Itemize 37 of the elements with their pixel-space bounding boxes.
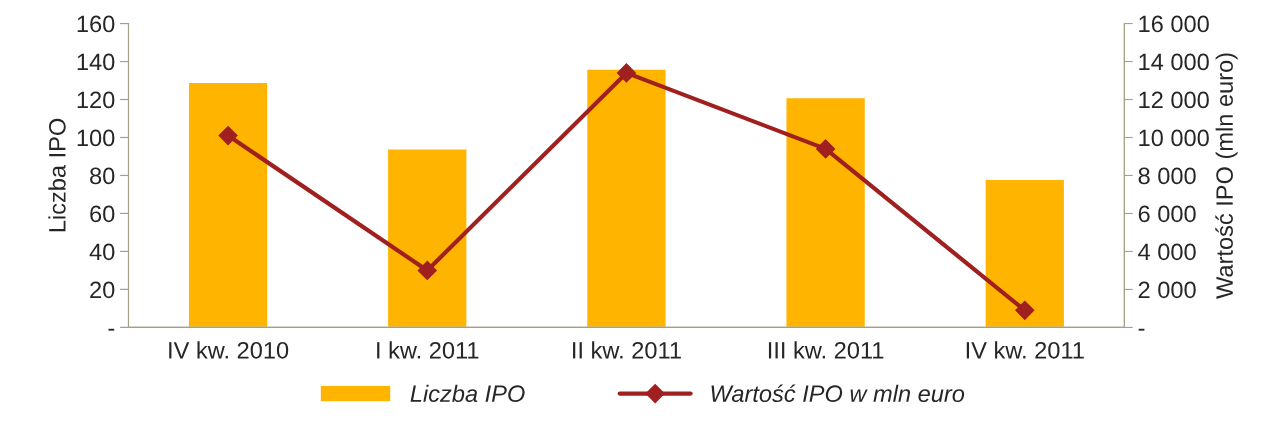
x-tick-label: II kw. 2011 [573, 341, 681, 359]
y-tick-label: 160 [77, 15, 115, 33]
y-tick-label: 100 [77, 129, 115, 147]
point [1015, 300, 1035, 320]
y-tick-label: 120 [77, 91, 115, 109]
x-tick-label: I kw. 2011 [377, 341, 479, 359]
y2-tick-label: 12 000 [1139, 91, 1209, 109]
y2-tick-label: 2 000 [1138, 281, 1196, 299]
y2-tick-label: 6 000 [1138, 205, 1196, 223]
y2-tick-label: 14 000 [1139, 53, 1209, 71]
point [816, 139, 836, 159]
bar [386, 148, 468, 328]
y2-axis-title: Wartość IPO (mln euro) [1215, 53, 1238, 299]
y-axis-title: Liczba IPO [48, 118, 66, 232]
point [417, 260, 437, 280]
y2-tick-label: 16 000 [1139, 15, 1209, 33]
x-tick-label: IV kw. 2011 [966, 341, 1084, 359]
y-tick-label: 140 [77, 53, 115, 71]
bar [984, 178, 1066, 328]
y2-tick-label: 4 000 [1138, 243, 1196, 261]
bar [785, 96, 867, 328]
point [616, 63, 636, 83]
y-tick-label: 40 [89, 243, 115, 261]
x-tick-label: IV kw. 2010 [169, 341, 289, 359]
y-tick-label: - [108, 328, 115, 331]
y-tick-label: 80 [90, 167, 115, 185]
y2-tick-label: 10 000 [1139, 129, 1209, 147]
x-tick-label: III kw. 2011 [768, 341, 884, 359]
bar [187, 81, 269, 328]
y2-tick-label: - [1138, 328, 1145, 331]
legend-label: Wartość IPO w mln euro [711, 384, 965, 403]
y-tick-label: 20 [90, 281, 115, 299]
bar [585, 68, 667, 328]
point [218, 126, 238, 146]
y2-tick-label: 8 000 [1138, 167, 1196, 185]
legend-label: Liczba IPO [410, 384, 525, 403]
y-tick-label: 60 [90, 205, 115, 223]
